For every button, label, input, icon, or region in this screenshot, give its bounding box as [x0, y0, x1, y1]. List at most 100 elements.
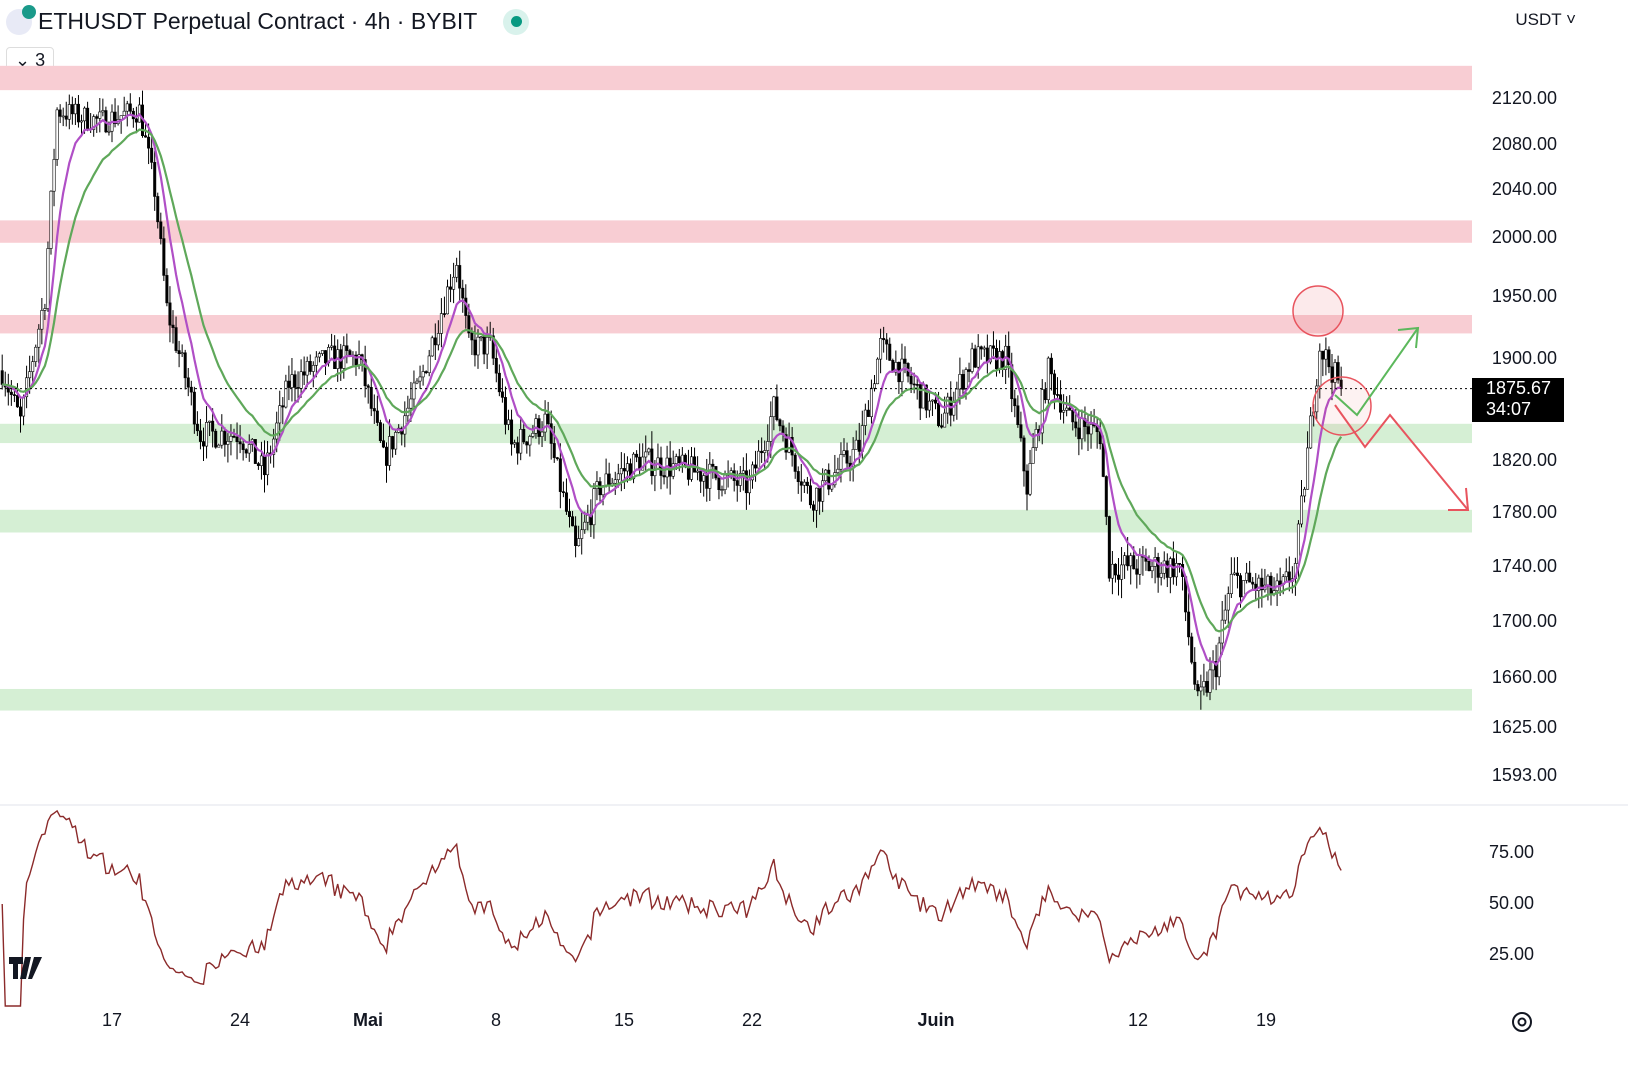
candle [528, 436, 532, 446]
candle [885, 339, 889, 345]
candle [613, 479, 617, 484]
candle [217, 444, 221, 448]
candle [354, 354, 358, 366]
candle [1232, 572, 1236, 575]
candle [775, 396, 779, 421]
candle [1239, 575, 1243, 598]
chart-header[interactable]: ETHUSDT Perpetual Contract · 4h · BYBIT [6, 4, 530, 35]
candle [144, 135, 148, 138]
candle [1208, 669, 1212, 693]
candle [1187, 611, 1191, 638]
candle [442, 313, 446, 315]
candle [1321, 350, 1325, 360]
eth-logo-icon [6, 4, 36, 35]
candle [793, 454, 797, 472]
candle [162, 238, 166, 276]
candle [1104, 476, 1108, 517]
candle [494, 357, 498, 374]
candle [607, 473, 611, 486]
candle [561, 491, 565, 494]
candle [369, 387, 373, 409]
candle [9, 391, 13, 395]
candle [680, 454, 684, 464]
bullish-arrowhead [1397, 326, 1420, 349]
candle [241, 443, 245, 450]
candle [1132, 555, 1136, 570]
candle [247, 444, 251, 454]
candle [58, 109, 62, 117]
candle [1056, 394, 1060, 396]
candle [1019, 424, 1023, 439]
candle [34, 346, 38, 362]
candle [702, 475, 706, 482]
candle [467, 315, 471, 334]
candle [973, 348, 977, 368]
candle [43, 308, 47, 311]
candle [1129, 555, 1133, 567]
time-tick-label: 22 [741, 1010, 763, 1030]
candle [869, 387, 873, 417]
candle [208, 420, 212, 423]
candle [293, 374, 297, 388]
candle [284, 380, 288, 408]
candle [763, 450, 767, 454]
candle [49, 190, 53, 249]
candle [180, 352, 184, 355]
candle [80, 120, 84, 123]
candle [802, 481, 806, 486]
candle [705, 475, 709, 489]
candle [1052, 373, 1056, 395]
candle [76, 103, 80, 123]
candle [571, 516, 575, 527]
candle [266, 452, 270, 476]
candle [186, 377, 190, 388]
current-price: 1875.67 [1486, 378, 1552, 398]
indicators-count: 3 [35, 50, 46, 70]
candle [320, 350, 324, 354]
candle [323, 350, 327, 364]
candle [1107, 516, 1111, 579]
candle [388, 436, 392, 466]
candle [674, 456, 678, 464]
candle [1193, 661, 1197, 685]
candle [1202, 681, 1206, 688]
candle [333, 345, 337, 369]
candle [1324, 349, 1328, 360]
settings-icon[interactable] [1508, 1008, 1536, 1036]
candle [55, 109, 59, 160]
candle [1113, 563, 1117, 576]
candle [1284, 571, 1288, 577]
candle [95, 116, 99, 119]
candle [238, 441, 242, 445]
candle [415, 380, 419, 384]
candle [1156, 557, 1160, 578]
candle [214, 430, 218, 448]
candle [418, 376, 422, 382]
candle [1089, 424, 1093, 435]
candle [1226, 593, 1230, 611]
currency-select[interactable]: USDT ˅ [1515, 10, 1576, 29]
candle [555, 457, 559, 460]
time-tick-label: Mai [352, 1010, 384, 1030]
symbol-title[interactable]: ETHUSDT Perpetual Contract · 4h · BYBIT [38, 8, 478, 34]
candle [202, 441, 206, 447]
candle [747, 479, 751, 494]
candle [909, 375, 913, 385]
candle [1330, 366, 1334, 383]
candle [979, 346, 983, 350]
price-tick-label: 1900.00 [1491, 348, 1557, 368]
candle [577, 538, 581, 546]
candle [308, 361, 312, 372]
candle [52, 159, 56, 192]
candle [876, 358, 880, 385]
candle [1049, 357, 1053, 375]
candle [232, 435, 236, 438]
candle [134, 118, 138, 123]
candle [583, 521, 587, 531]
candle [439, 313, 443, 334]
candle [275, 422, 279, 440]
candle [1059, 394, 1063, 413]
candle [366, 385, 370, 388]
candle [506, 419, 510, 425]
